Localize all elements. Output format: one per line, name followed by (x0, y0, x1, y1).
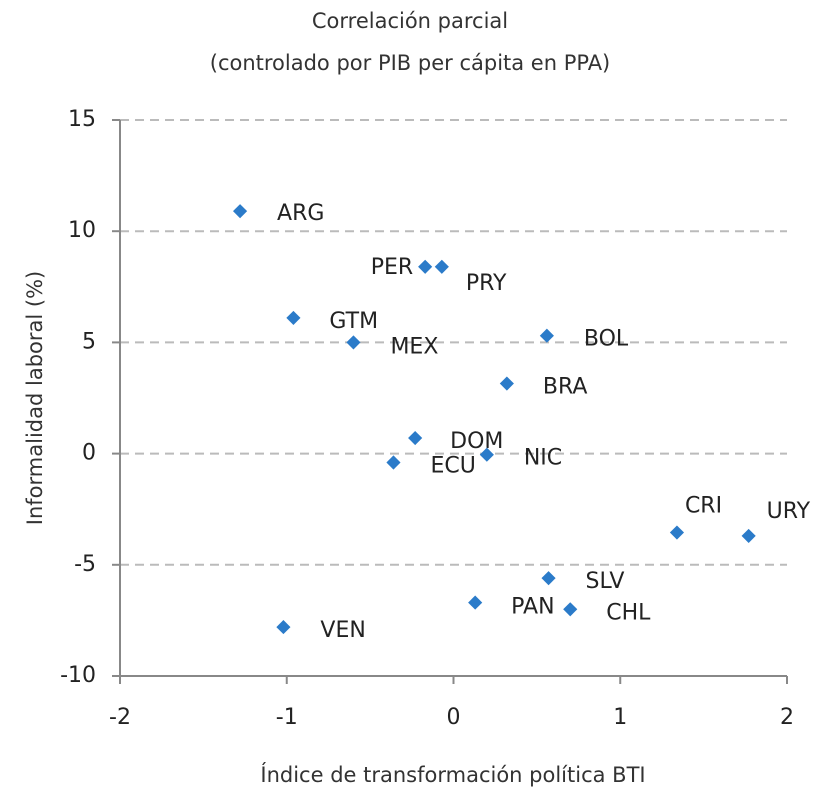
point (276, 620, 291, 635)
point-label: ARG (277, 201, 324, 226)
point (479, 447, 494, 462)
point-label: NIC (524, 446, 562, 471)
point (669, 525, 685, 540)
point-label: PER (371, 255, 413, 280)
chart-subtitle: (controlado por PIB per cápita en PPA) (210, 51, 611, 75)
y-tick-label: -10 (60, 663, 96, 688)
y-tick-label: 10 (68, 218, 96, 243)
y-axis-label: Informalidad laboral (%) (23, 271, 47, 525)
point (741, 528, 756, 543)
y-tick-label: 0 (82, 441, 96, 466)
point (232, 204, 248, 219)
x-tick-label: -1 (276, 705, 298, 730)
point-label: ECU (430, 453, 475, 478)
point (408, 430, 423, 446)
point (434, 259, 449, 274)
y-tick-label: 5 (82, 329, 96, 354)
point-label: DOM (450, 429, 503, 454)
x-tick-label: 1 (613, 705, 627, 730)
point-label: CHL (606, 600, 651, 625)
point-label: SLV (586, 569, 625, 594)
point-label: CRI (685, 494, 722, 519)
point (468, 595, 483, 610)
x-axis-label: Índice de transformación política BTI (260, 762, 645, 787)
point-label: PRY (466, 271, 507, 296)
point-label: BOL (584, 327, 629, 352)
point-label: BRA (543, 375, 588, 400)
x-tick-label: 0 (447, 705, 461, 730)
point-label: VEN (320, 618, 365, 643)
point-label: MEX (390, 334, 438, 359)
point (499, 376, 514, 391)
point-label: URY (767, 499, 811, 524)
x-tick-label: -2 (109, 705, 131, 730)
point (418, 259, 433, 274)
y-tick-label: 15 (68, 107, 96, 132)
chart-title: Correlación parcial (312, 9, 508, 33)
point (286, 310, 301, 326)
point-label: PAN (511, 595, 554, 620)
point-label: GTM (329, 309, 378, 334)
point (346, 335, 361, 350)
point (386, 455, 401, 470)
point (539, 328, 554, 343)
y-tick-label: -5 (74, 552, 96, 577)
x-tick-label: 2 (780, 705, 794, 730)
point (563, 602, 578, 617)
point (541, 571, 556, 586)
